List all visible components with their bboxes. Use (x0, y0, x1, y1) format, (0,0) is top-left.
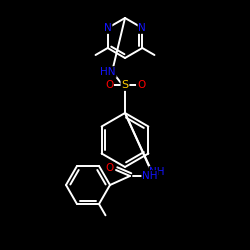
Text: S: S (122, 80, 128, 90)
Text: NH: NH (142, 171, 158, 181)
Text: O: O (105, 80, 113, 90)
Text: NH: NH (149, 167, 165, 177)
Text: HN: HN (100, 67, 116, 77)
Text: O: O (137, 80, 145, 90)
Text: N: N (138, 23, 146, 33)
Text: O: O (106, 163, 114, 173)
Text: N: N (104, 23, 112, 33)
